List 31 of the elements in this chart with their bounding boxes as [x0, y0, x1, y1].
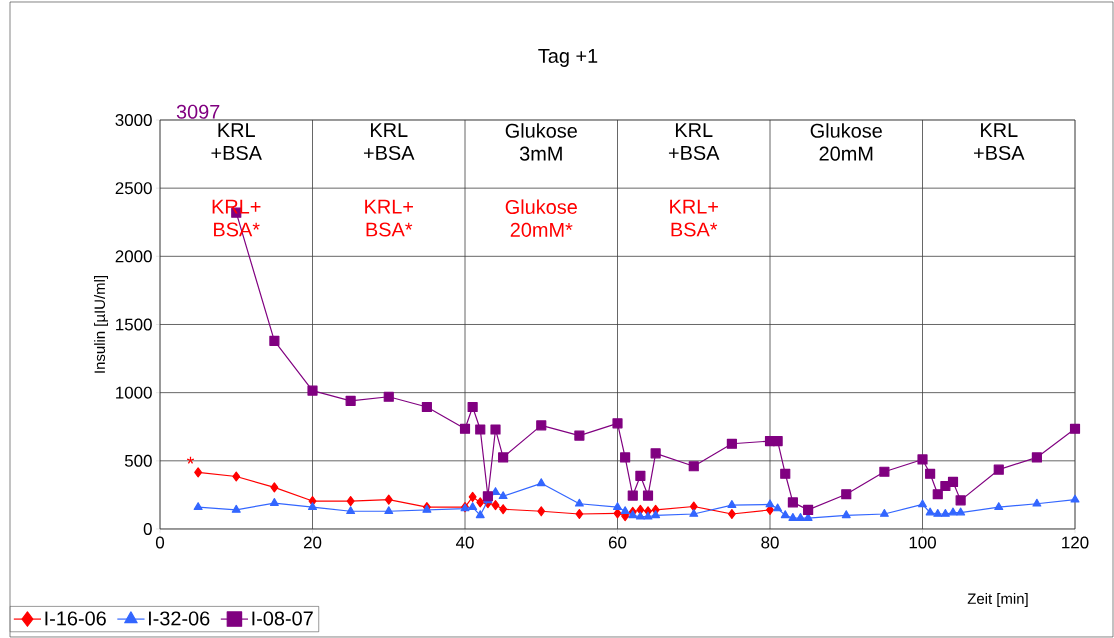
- legend-label: I-32-06: [148, 611, 210, 626]
- annotation: KRL +BSA: [668, 123, 720, 160]
- annotation: KRL+ BSA*: [670, 199, 718, 237]
- annotation: KRL +BSA: [363, 123, 415, 160]
- chart-title: Tag +1: [538, 49, 598, 67]
- y-tick-label: 2500: [115, 182, 152, 195]
- y-axis-title: Insulin [µIU/ml]: [94, 276, 108, 373]
- legend-label: I-08-07: [252, 611, 313, 626]
- annotation: Glukose 20mM*: [505, 199, 577, 237]
- annotation: KRL +BSA: [974, 123, 1025, 160]
- annotation: KRL +BSA: [211, 123, 262, 160]
- legend-label: I-16-06: [45, 611, 106, 626]
- x-tick-label: 100: [909, 536, 936, 549]
- y-tick-label: 2000: [115, 250, 152, 263]
- x-axis-title: Zeit [min]: [967, 593, 1028, 607]
- x-tick-label: 20: [303, 536, 322, 549]
- annotation: *: [186, 456, 195, 464]
- annotation: Glukose 20mM: [810, 123, 882, 161]
- x-tick-label: 0: [155, 536, 165, 549]
- x-tick-label: 120: [1062, 536, 1089, 549]
- text: 3097: [176, 104, 220, 119]
- annotation: Glukose 3mM: [505, 123, 577, 161]
- y-tick-label: 500: [124, 454, 152, 467]
- x-tick-label: 80: [761, 536, 779, 549]
- y-tick-label: 1500: [116, 318, 152, 331]
- x-tick-label: 40: [455, 536, 474, 549]
- y-tick-label: 3000: [115, 113, 152, 126]
- x-tick-label: 60: [608, 536, 627, 549]
- y-tick-label: 1000: [116, 386, 152, 399]
- y-tick-label: 0: [143, 522, 152, 535]
- annotation: KRL+ BSA*: [365, 199, 413, 237]
